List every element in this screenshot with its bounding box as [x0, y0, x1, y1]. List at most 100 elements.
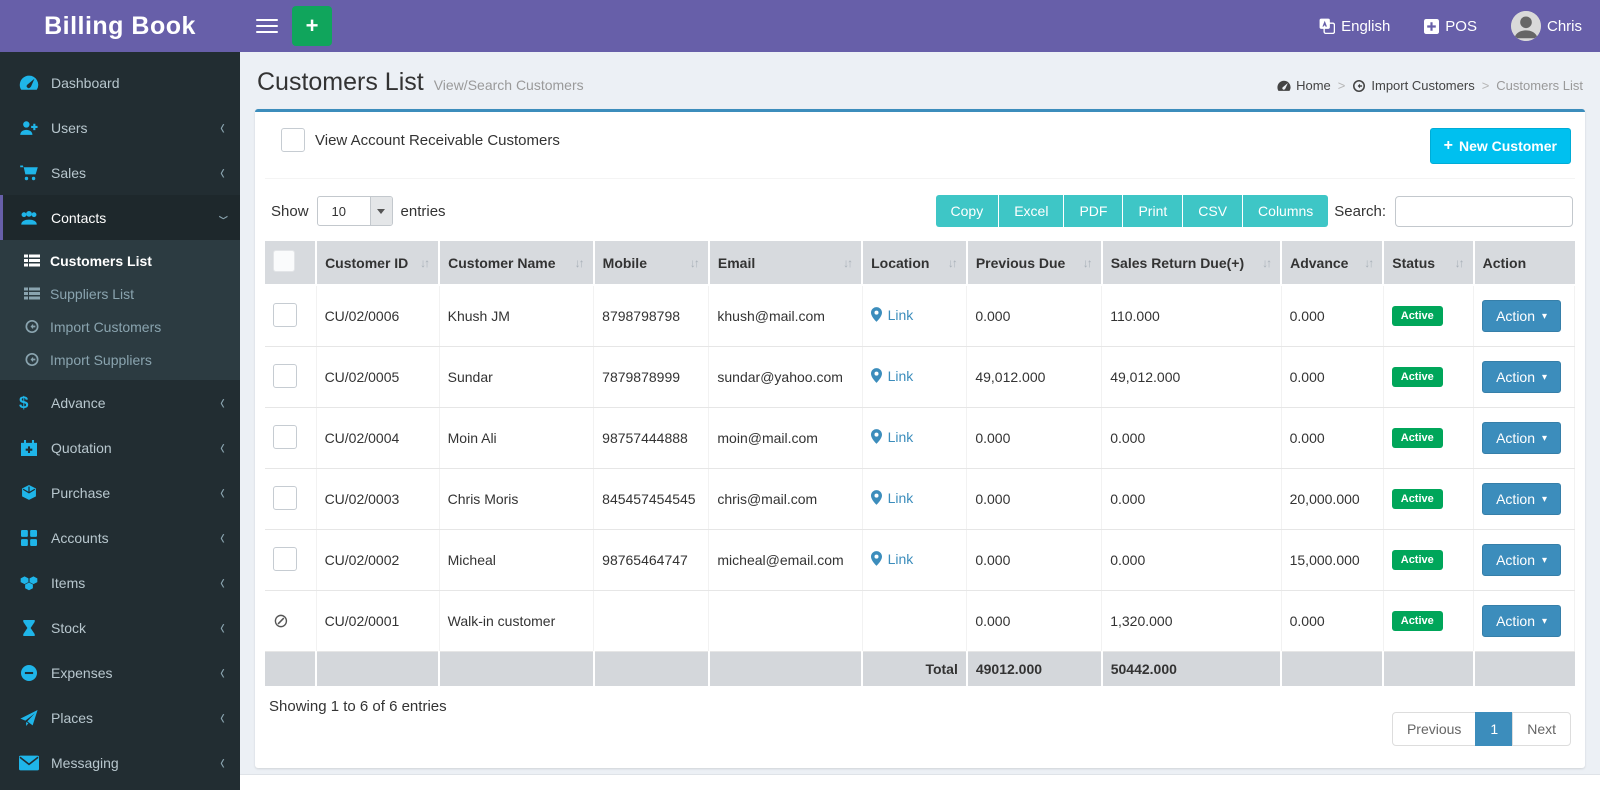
action-button[interactable]: Action ▾ [1482, 361, 1562, 393]
chevron-down-icon: ‹ [210, 215, 235, 220]
sidebar-item-users[interactable]: Users ‹ [0, 105, 240, 150]
sidebar-item-dashboard[interactable]: Dashboard [0, 60, 240, 105]
col-email[interactable]: Email ↓↑ [707, 241, 863, 285]
table-footer-row: Showing 1 to 6 of 6 entries Previous 1 N… [265, 686, 1575, 746]
pagination: Previous 1 Next [1391, 712, 1571, 746]
sidebar-item-expenses[interactable]: Expenses ‹ [0, 650, 240, 695]
sidebar-item-quotation[interactable]: Quotation ‹ [0, 425, 240, 470]
minus-circle-icon [21, 664, 37, 681]
breadcrumb-separator: > [1337, 78, 1346, 93]
dashboard-icon [19, 75, 39, 90]
user-menu[interactable]: Chris [1510, 11, 1582, 41]
col-status[interactable]: Status ↓↑ [1382, 241, 1474, 285]
chevron-left-icon: ‹ [220, 525, 225, 550]
pos-menu[interactable]: POS [1424, 18, 1477, 35]
print-button[interactable]: Print [1123, 195, 1183, 227]
quick-add-button[interactable]: + [292, 6, 332, 46]
col-previous-due[interactable]: Previous Due ↓↑ [965, 241, 1102, 285]
location-link[interactable]: Link [870, 368, 913, 384]
chevron-left-icon: ‹ [220, 160, 225, 185]
breadcrumb: Home > Import Customers > Customers List [1277, 78, 1583, 97]
col-customer-id[interactable]: Customer ID ↓↑ [315, 241, 440, 285]
row-checkbox[interactable] [273, 302, 297, 327]
sidebar-item-sales[interactable]: Sales ‹ [0, 150, 240, 195]
sidebar-toggle-button[interactable] [256, 15, 278, 37]
customer-id: CU/02/0004 [324, 430, 400, 446]
new-customer-button[interactable]: + New Customer [1429, 128, 1571, 164]
sales-return-due: 0.000 [1110, 430, 1146, 446]
language-menu[interactable]: English [1319, 18, 1390, 35]
action-button[interactable]: Action ▾ [1482, 605, 1562, 637]
sidebar-item-places[interactable]: Places ‹ [0, 695, 240, 740]
pagination-previous[interactable]: Previous [1391, 712, 1477, 746]
row-checkbox[interactable] [273, 363, 297, 388]
sidebar-item-accounts[interactable]: Accounts ‹ [0, 515, 240, 560]
action-button[interactable]: Action ▾ [1482, 300, 1562, 332]
action-button[interactable]: Action ▾ [1482, 483, 1562, 515]
customer-mobile: 98757444888 [602, 430, 688, 446]
sidebar-item-label: Items [51, 574, 86, 591]
list-icon [24, 254, 40, 267]
status-badge: Active [1391, 367, 1443, 387]
pagination-next[interactable]: Next [1512, 712, 1571, 746]
col-advance[interactable]: Advance ↓↑ [1280, 241, 1384, 285]
submenu-item-label: Customers List [50, 252, 152, 269]
select-all-checkbox[interactable] [273, 250, 295, 272]
col-customer-name[interactable]: Customer Name ↓↑ [438, 241, 594, 285]
previous-due: 0.000 [975, 552, 1011, 568]
select-all-header[interactable] [265, 241, 317, 285]
action-button[interactable]: Action ▾ [1482, 422, 1562, 454]
sidebar-item-label: Accounts [51, 529, 109, 546]
sidebar-item-stock[interactable]: Stock ‹ [0, 605, 240, 650]
app-logo[interactable]: Billing Book [0, 0, 240, 52]
sidebar-item-messaging[interactable]: Messaging ‹ [0, 740, 240, 785]
submenu-item-suppliers-list[interactable]: Suppliers List [0, 277, 240, 310]
chevron-left-icon: ‹ [220, 570, 225, 595]
customer-name: Micheal [447, 552, 496, 568]
submenu-item-import-suppliers[interactable]: Import Suppliers [0, 343, 240, 376]
breadcrumb-home[interactable]: Home [1277, 78, 1331, 93]
copy-button[interactable]: Copy [935, 195, 999, 227]
sidebar-item-contacts[interactable]: Contacts ‹ [0, 195, 240, 240]
csv-button[interactable]: CSV [1183, 195, 1243, 227]
location-link[interactable]: Link [870, 490, 913, 506]
advance: 0.000 [1289, 308, 1325, 324]
col-action: Action [1472, 241, 1575, 285]
sidebar-item-purchase[interactable]: Purchase ‹ [0, 470, 240, 515]
location-link[interactable]: Link [870, 307, 913, 323]
sidebar-item-label: Expenses [51, 664, 113, 681]
row-checkbox[interactable] [273, 546, 297, 571]
action-button[interactable]: Action ▾ [1482, 544, 1562, 576]
excel-button[interactable]: Excel [999, 195, 1064, 227]
col-sales-return-due[interactable]: Sales Return Due(+) ↓↑ [1100, 241, 1282, 285]
page-size-select[interactable]: 10 [316, 196, 393, 226]
sidebar-item-items[interactable]: Items ‹ [0, 560, 240, 605]
sidebar-item-advance[interactable]: $ Advance ‹ [0, 380, 240, 425]
search-input[interactable] [1395, 195, 1573, 227]
columns-button[interactable]: Columns [1243, 195, 1329, 227]
col-location[interactable]: Location ↓↑ [861, 241, 967, 285]
sales-return-due: 110.000 [1110, 308, 1160, 324]
previous-due: 0.000 [975, 613, 1011, 629]
advance: 15,000.000 [1289, 552, 1360, 568]
breadcrumb-import-customers[interactable]: Import Customers [1352, 78, 1475, 93]
receivable-checkbox[interactable] [281, 128, 305, 152]
pdf-button[interactable]: PDF [1064, 195, 1123, 227]
pagination-page-1[interactable]: 1 [1475, 712, 1514, 746]
submenu-item-customers-list[interactable]: Customers List [0, 244, 240, 277]
customer-name: Sundar [447, 369, 493, 385]
submenu-item-import-customers[interactable]: Import Customers [0, 310, 240, 343]
dollar-icon: $ [19, 392, 29, 412]
customer-mobile: 845457454545 [602, 491, 696, 507]
row-checkbox[interactable] [273, 485, 297, 510]
col-mobile[interactable]: Mobile ↓↑ [592, 241, 709, 285]
previous-due: 0.000 [975, 430, 1011, 446]
sort-icon: ↓↑ [1454, 255, 1465, 270]
sidebar-item-label: Users [51, 119, 88, 136]
location-link[interactable]: Link [870, 551, 913, 567]
location-link[interactable]: Link [870, 429, 913, 445]
table-total-row: Total 49012.000 50442.000 [265, 651, 1575, 686]
caret-down-icon: ▾ [1542, 310, 1548, 322]
hourglass-icon [23, 619, 35, 636]
row-checkbox[interactable] [273, 424, 297, 449]
